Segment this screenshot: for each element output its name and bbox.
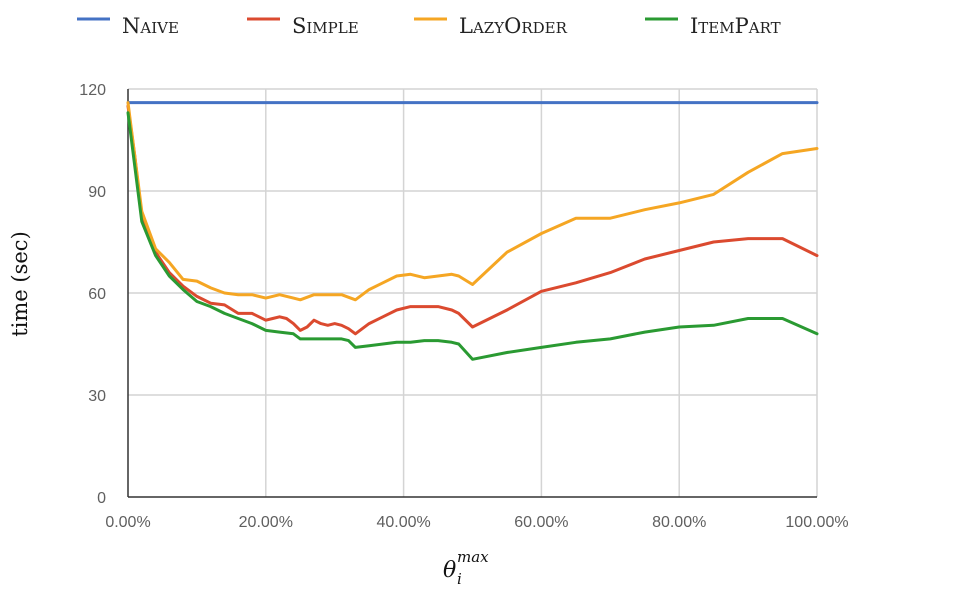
x-tick-label: 40.00% — [376, 514, 430, 531]
x-axis-title-superscript: max — [457, 548, 489, 566]
y-tick-label: 0 — [97, 490, 106, 507]
x-axis-title-symbol: θ — [443, 558, 456, 583]
x-tick-label: 60.00% — [514, 514, 568, 531]
x-tick-label: 100.00% — [785, 514, 848, 531]
x-tick-label: 20.00% — [239, 514, 293, 531]
x-tick-label: 80.00% — [652, 514, 706, 531]
legend-label: Simple — [292, 14, 359, 38]
y-axis-title: time (sec) — [8, 231, 32, 337]
x-tick-label: 0.00% — [105, 514, 150, 531]
y-tick-label: 30 — [88, 388, 106, 405]
series-line-lazyorder — [126, 101, 819, 302]
y-tick-label: 60 — [88, 286, 106, 303]
series-line-simple — [126, 104, 819, 336]
y-tick-label: 120 — [79, 82, 106, 99]
x-axis-title-subscript: i — [457, 570, 462, 588]
x-axis-title: θ max i — [443, 548, 489, 588]
tick-labels: 0 30 60 90 120 0.00% 20.00% 40.00% 60.00% 80.00% 1… — [79, 82, 848, 531]
series-line-itempart — [126, 111, 819, 361]
legend-label: LazyOrder — [459, 14, 568, 38]
y-tick-label: 90 — [88, 184, 106, 201]
series-lines — [126, 101, 819, 361]
legend: Naive Simple LazyOrder ItemPart — [77, 14, 781, 38]
grid-lines — [128, 88, 818, 497]
legend-label: Naive — [122, 14, 179, 38]
axes — [127, 89, 817, 498]
legend-label: ItemPart — [690, 14, 781, 38]
